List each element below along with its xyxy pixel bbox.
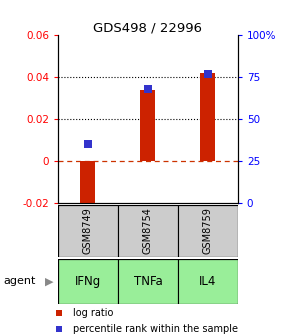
Bar xyxy=(178,205,238,257)
Text: GSM8754: GSM8754 xyxy=(143,208,153,254)
Text: ▶: ▶ xyxy=(45,277,53,286)
Title: GDS498 / 22996: GDS498 / 22996 xyxy=(93,21,202,34)
Bar xyxy=(178,259,238,304)
Bar xyxy=(80,161,95,208)
Text: percentile rank within the sample: percentile rank within the sample xyxy=(73,324,238,334)
Bar xyxy=(58,205,118,257)
Bar xyxy=(200,73,215,161)
Text: log ratio: log ratio xyxy=(73,308,113,318)
Text: TNFa: TNFa xyxy=(133,275,162,288)
Text: agent: agent xyxy=(3,277,35,286)
Bar xyxy=(118,205,178,257)
Point xyxy=(57,310,61,316)
Text: GSM8759: GSM8759 xyxy=(203,208,213,254)
Text: IFNg: IFNg xyxy=(75,275,101,288)
Bar xyxy=(58,259,118,304)
Text: IL4: IL4 xyxy=(199,275,217,288)
Bar xyxy=(118,259,178,304)
Text: GSM8749: GSM8749 xyxy=(83,208,93,254)
Bar xyxy=(140,90,155,161)
Point xyxy=(86,142,90,147)
Point xyxy=(146,86,150,92)
Point xyxy=(206,71,210,77)
Point xyxy=(57,326,61,331)
